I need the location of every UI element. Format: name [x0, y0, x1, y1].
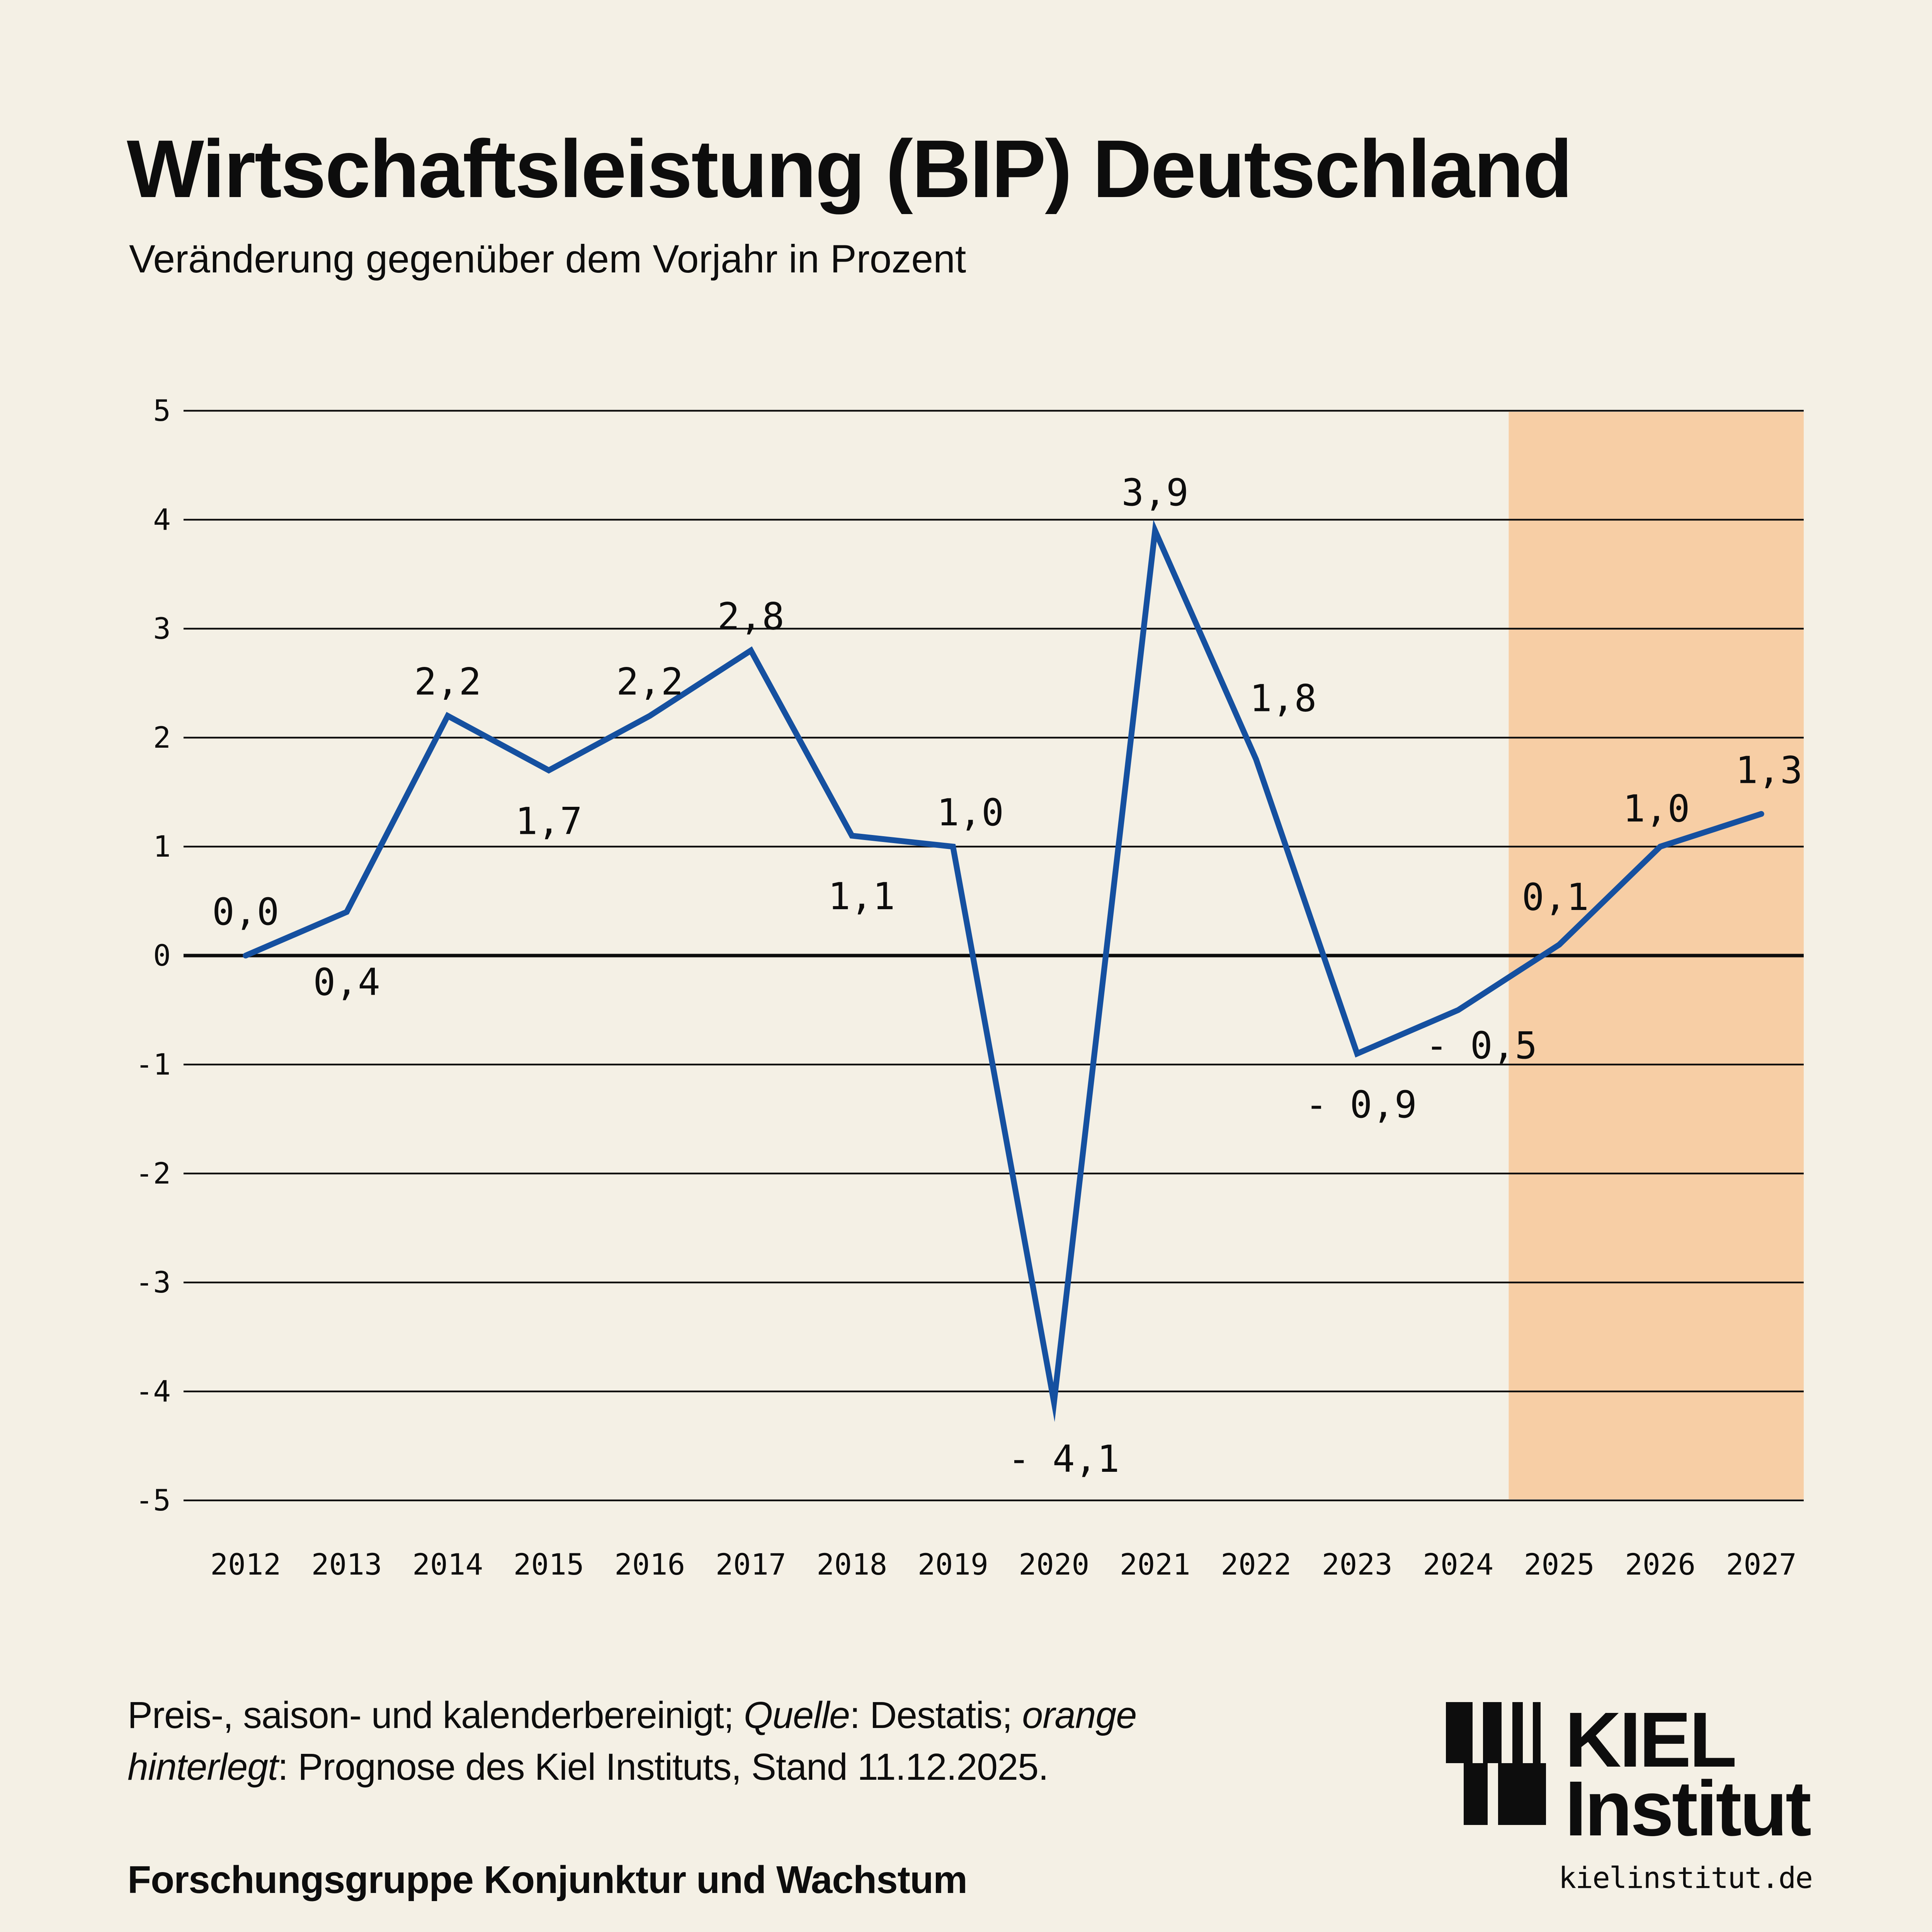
source-note-segment: Preis-, saison- und kalenderbereinigt; — [128, 1694, 744, 1736]
data-point-label: 2,2 — [616, 660, 683, 704]
logo-wordmark-line1: KIEL — [1565, 1696, 1737, 1783]
source-note-italic-segment: orange — [1022, 1694, 1137, 1736]
x-tick-label: 2021 — [1120, 1547, 1190, 1582]
x-tick-label: 2019 — [918, 1547, 988, 1582]
x-tick-label: 2023 — [1322, 1547, 1393, 1582]
x-tick-label: 2022 — [1221, 1547, 1291, 1582]
y-tick-label: -5 — [135, 1483, 171, 1517]
y-tick-label: 0 — [153, 938, 171, 973]
y-tick-label: -3 — [135, 1265, 171, 1299]
data-point-label: 1,7 — [515, 800, 582, 843]
data-point-label: 1,0 — [937, 791, 1004, 834]
x-tick-label: 2026 — [1625, 1547, 1696, 1582]
data-point-label: - 0,5 — [1425, 1024, 1537, 1067]
data-point-label: 2,8 — [718, 595, 784, 638]
y-tick-label: -1 — [135, 1047, 171, 1082]
data-point-label: 3,9 — [1122, 471, 1189, 514]
data-point-label: 1,8 — [1250, 677, 1316, 720]
source-note: Preis-, saison- und kalenderbereinigt; Q… — [128, 1689, 1137, 1793]
data-point-label: 1,1 — [828, 875, 895, 918]
logo-wordmark-line2: Institut — [1565, 1765, 1811, 1852]
y-tick-label: -4 — [135, 1374, 171, 1408]
x-tick-label: 2016 — [614, 1547, 685, 1582]
y-tick-label: 4 — [153, 502, 171, 537]
page-subtitle: Veränderung gegenüber dem Vorjahr in Pro… — [129, 237, 966, 281]
gdp-line — [243, 519, 1764, 1422]
x-tick-label: 2027 — [1726, 1547, 1797, 1582]
y-tick-label: 5 — [153, 393, 171, 428]
x-tick-label: 2018 — [816, 1547, 887, 1582]
website-url: kielinstitut.de — [1558, 1861, 1813, 1895]
data-point-label: 2,2 — [414, 660, 481, 704]
data-point-label: 0,4 — [313, 961, 380, 1004]
y-tick-label: 3 — [153, 611, 171, 646]
data-point-label: 1,0 — [1623, 787, 1690, 830]
x-tick-label: 2012 — [210, 1547, 281, 1582]
x-tick-label: 2024 — [1423, 1547, 1493, 1582]
source-note-segment: : Destatis; — [850, 1694, 1022, 1736]
data-point-label: 1,3 — [1736, 748, 1803, 792]
source-note-line: Preis-, saison- und kalenderbereinigt; Q… — [128, 1689, 1137, 1741]
data-point-label: - 0,9 — [1305, 1083, 1417, 1126]
data-point-label: 0,0 — [212, 890, 279, 934]
data-point-label: 0,1 — [1522, 876, 1589, 919]
x-tick-label: 2015 — [514, 1547, 584, 1582]
source-note-line: hinterlegt: Prognose des Kiel Instituts,… — [128, 1741, 1136, 1793]
y-tick-label: 1 — [153, 829, 171, 864]
x-tick-label: 2025 — [1524, 1547, 1595, 1582]
y-tick-label: 2 — [153, 720, 171, 755]
x-tick-label: 2020 — [1019, 1547, 1089, 1582]
y-tick-label: -2 — [135, 1156, 171, 1190]
source-note-segment: : Prognose des Kiel Instituts, Stand 11.… — [278, 1746, 1049, 1788]
x-tick-label: 2014 — [412, 1547, 483, 1582]
data-point-label: - 4,1 — [1008, 1437, 1119, 1481]
kiel-barcode-icon — [1446, 1702, 1546, 1825]
source-note-italic-segment: Quelle — [743, 1694, 850, 1736]
x-tick-label: 2017 — [716, 1547, 786, 1582]
x-tick-label: 2013 — [311, 1547, 382, 1582]
source-note-italic-segment: hinterlegt — [128, 1746, 278, 1788]
research-group-label: Forschungsgruppe Konjunktur und Wachstum — [128, 1858, 968, 1901]
page-title: Wirtschaftsleistung (BIP) Deutschland — [127, 123, 1573, 214]
